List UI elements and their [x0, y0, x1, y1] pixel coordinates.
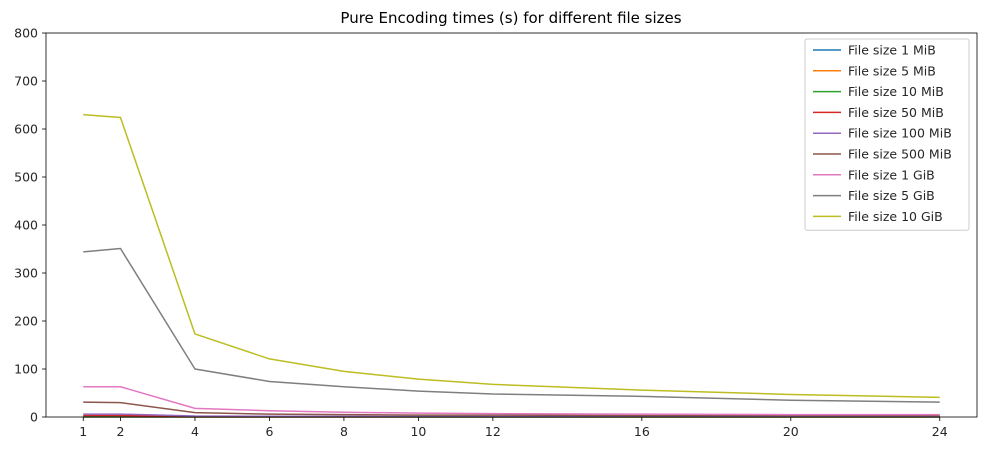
series-line-7: [83, 386, 940, 416]
legend-label: File size 5 MiB: [848, 63, 936, 78]
x-tick-label: 16: [634, 424, 650, 439]
y-tick-label: 100: [14, 362, 38, 377]
series-line-9: [83, 113, 940, 399]
legend-label: File size 10 MiB: [848, 84, 944, 99]
y-tick-label: 400: [14, 218, 38, 233]
x-tick-label: 20: [783, 424, 799, 439]
x-tick-label: 12: [485, 424, 501, 439]
series-line-6: [83, 401, 940, 417]
legend-label: File size 1 MiB: [848, 43, 936, 58]
legend-label: File size 500 MiB: [848, 147, 952, 162]
x-tick-label: 10: [410, 424, 426, 439]
y-tick-label: 800: [14, 26, 38, 41]
chart-title: Pure Encoding times (s) for different fi…: [340, 9, 681, 27]
y-tick-label: 500: [14, 170, 38, 185]
legend-label: File size 10 GiB: [848, 209, 943, 224]
y-tick-label: 700: [14, 74, 38, 89]
legend-box: [804, 38, 970, 231]
y-tick-label: 200: [14, 314, 38, 329]
y-tick-label: 600: [14, 122, 38, 137]
y-tick-label: 0: [30, 410, 38, 425]
y-tick-label: 300: [14, 266, 38, 281]
x-tick-label: 24: [932, 424, 948, 439]
legend-label: File size 1 GiB: [848, 167, 935, 182]
series-line-8: [83, 247, 940, 403]
legend-label: File size 50 MiB: [848, 105, 944, 120]
legend-label: File size 5 GiB: [848, 188, 935, 203]
x-tick-label: 2: [117, 424, 125, 439]
x-tick-label: 4: [191, 424, 199, 439]
x-tick-label: 1: [79, 424, 87, 439]
legend: File size 1 MiB File size 5 MiB File size …: [804, 38, 970, 231]
legend-label: File size 100 MiB: [848, 126, 952, 141]
x-tick-label: 6: [265, 424, 273, 439]
x-tick-label: 8: [340, 424, 348, 439]
